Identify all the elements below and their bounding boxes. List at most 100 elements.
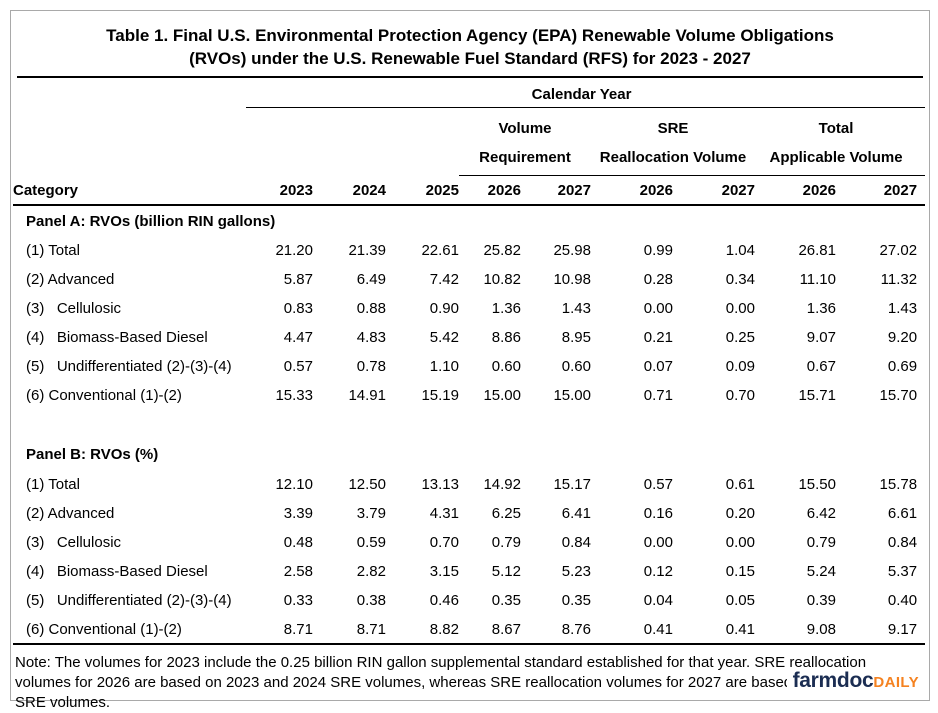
value-cell: 5.12 [491,563,521,580]
value-cell: 5.42 [429,329,459,346]
column-header-row: Category 2023 2024 2025 2026 2027 2026 2… [13,175,926,206]
farmdoc-daily-logo: farmdocDAILY [786,670,919,694]
value-cell: 9.17 [836,615,926,645]
value-cell: 9.08 [755,615,836,645]
value-cell: 1.43 [561,300,591,317]
value-cell: 2.58 [283,563,313,580]
empty-cell [246,108,459,176]
group-header-total-applicable-volume: Total Applicable Volume [755,107,926,176]
value-cell: 0.70 [429,534,459,551]
value-cell: 25.82 [483,242,521,259]
value-cell: 3.15 [429,563,459,580]
table-row: (6) Conventional (1)-(2) 8.71 8.71 8.82 8.67… [13,615,926,645]
table-row: (5) Undifferentiated (2)-(3)-(4) 0.33 0.38… [13,586,925,615]
year-header-vr-2027: 2027 [521,175,591,206]
value-cell: 0.83 [283,300,313,317]
value-cell: 0.69 [887,358,918,375]
value-cell: 0.21 [643,329,673,346]
row-label: (3) Cellulosic [26,300,122,317]
value-cell: 0.33 [283,592,313,609]
value-cell: 15.71 [798,387,836,404]
value-cell: 5.37 [887,563,918,580]
row-label: (3) Cellulosic [26,534,122,551]
value-cell: 9.20 [887,329,918,346]
group-header-sre-reallocation-volume: SRE Reallocation Volume [591,107,755,176]
column-group-row: Volume Requirement SRE Reallocation Volu… [13,107,926,176]
value-cell: 0.79 [491,534,521,551]
value-cell: 3.39 [283,505,313,522]
value-cell: 0.09 [725,358,755,375]
value-cell: 8.82 [386,615,459,645]
value-cell: 0.59 [356,534,386,551]
value-cell: 0.57 [283,358,313,375]
value-cell: 0.88 [356,300,386,317]
value-cell: 22.61 [421,242,459,259]
table-row: (3) Cellulosic 0.83 0.88 0.90 1.36 1.43 0.00 0.… [13,294,925,323]
year-header-2025: 2025 [386,175,459,206]
value-cell: 0.60 [491,358,521,375]
value-cell: 0.78 [356,358,386,375]
panel-spacer-cell [13,410,925,439]
empty-cell [13,78,246,108]
value-cell: 8.71 [246,615,313,645]
row-label: (5) Undifferentiated (2)-(3)-(4) [26,592,232,609]
row-label: (2) Advanced [26,271,115,288]
row-label: (6) Conventional (1)-(2) [26,387,182,404]
value-cell: 0.41 [673,615,755,645]
row-label: (4) Biomass-Based Diesel [26,329,208,346]
table-row: (1) Total 21.20 21.39 22.61 25.82 25.98 0.99 1.… [13,236,925,265]
row-label: (1) Total [26,476,80,493]
value-cell: 1.36 [491,300,521,317]
panel-header-row: Panel B: RVOs (%) [13,439,925,470]
value-cell: 12.10 [275,476,313,493]
value-cell: 15.78 [879,476,918,493]
value-cell: 0.00 [725,534,755,551]
value-cell: 8.67 [459,615,521,645]
value-cell: 15.70 [879,387,918,404]
table-row: (1) Total 12.10 12.50 13.13 14.92 15.17 0.57 0.… [13,470,925,499]
value-cell: 0.99 [643,242,673,259]
value-cell: 15.33 [275,387,313,404]
table-row: (2) Advanced 5.87 6.49 7.42 10.82 10.98 0.28 0.… [13,265,925,294]
value-cell: 11.10 [799,271,836,288]
value-cell: 1.36 [806,300,836,317]
value-cell: 0.12 [643,563,673,580]
value-cell: 4.83 [356,329,386,346]
value-cell: 6.42 [806,505,836,522]
value-cell: 0.40 [887,592,918,609]
year-header-tav-2026: 2026 [755,175,836,206]
value-cell: 8.86 [491,329,521,346]
value-cell: 0.84 [561,534,591,551]
value-cell: 0.07 [643,358,673,375]
daily-logo-text: DAILY [873,674,919,691]
value-cell: 6.25 [491,505,521,522]
value-cell: 0.67 [806,358,836,375]
value-cell: 0.16 [643,505,673,522]
panel-title: Panel B: RVOs (%) [26,446,159,463]
value-cell: 1.43 [887,300,918,317]
value-cell: 9.07 [806,329,836,346]
empty-cell [13,108,246,176]
value-cell: 0.38 [356,592,386,609]
value-cell: 5.24 [806,563,836,580]
value-cell: 2.82 [356,563,386,580]
year-header-2024: 2024 [313,175,386,206]
value-cell: 10.98 [553,271,591,288]
value-cell: 0.25 [725,329,755,346]
value-cell: 12.50 [348,476,386,493]
value-cell: 10.82 [483,271,521,288]
value-cell: 0.28 [643,271,673,288]
table-row: (5) Undifferentiated (2)-(3)-(4) 0.57 0.78… [13,352,925,381]
value-cell: 0.05 [725,592,755,609]
value-cell: 15.19 [421,387,459,404]
value-cell: 5.23 [561,563,591,580]
value-cell: 5.87 [283,271,313,288]
table-title: Table 1. Final U.S. Environmental Protec… [17,24,923,78]
value-cell: 0.15 [725,563,755,580]
table-row: (4) Biomass-Based Diesel 2.58 2.82 3.15 5.12… [13,557,925,586]
value-cell: 0.90 [429,300,459,317]
value-cell: 0.48 [283,534,313,551]
value-cell: 0.39 [806,592,836,609]
value-cell: 15.50 [798,476,836,493]
panel-title: Panel A: RVOs (billion RIN gallons) [26,212,276,230]
